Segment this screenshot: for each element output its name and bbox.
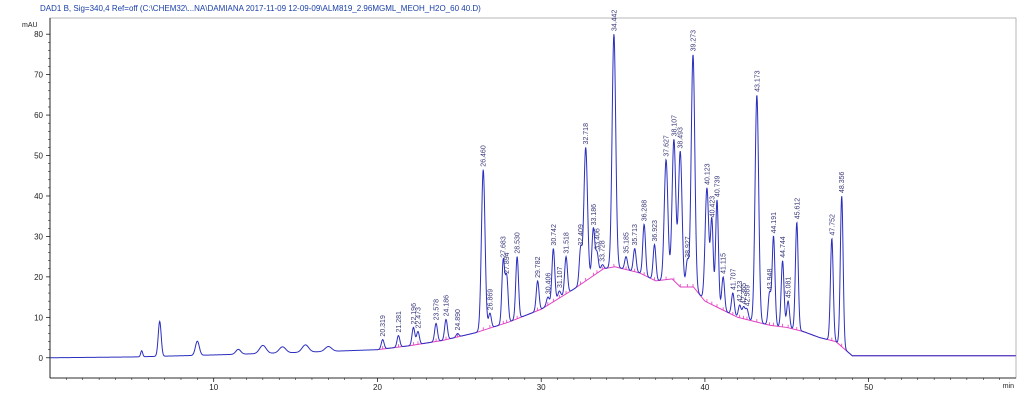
- peak-label: 33.728: [600, 240, 607, 262]
- y-tick-label: 10: [34, 313, 43, 322]
- peak-label: 37.627: [664, 135, 671, 157]
- peak-label: 45.081: [786, 277, 793, 299]
- peak-label: 40.423: [709, 196, 716, 218]
- peak-label: 39.273: [691, 30, 698, 52]
- y-tick-label: 80: [34, 30, 43, 39]
- baseline-layer: [377, 263, 1016, 357]
- peak-label: 40.739: [715, 175, 722, 197]
- peak-label: 42.365: [741, 283, 748, 305]
- y-tick-label: 70: [34, 71, 43, 80]
- y-axis-unit-label: mAU: [22, 22, 38, 29]
- trace-layer: [49, 34, 1016, 359]
- y-tick-label: 0: [39, 354, 44, 363]
- peak-label: 44.191: [771, 212, 778, 234]
- peak-label: 30.742: [551, 224, 558, 246]
- peak-label: 23.578: [434, 299, 441, 321]
- peak-label: 32.409: [578, 224, 585, 246]
- x-tick-label: 20: [373, 383, 382, 392]
- integration-baseline: [377, 266, 1016, 357]
- peak-label: 22.196: [411, 303, 418, 325]
- y-tick-label: 40: [34, 192, 43, 201]
- peak-label: 36.923: [652, 220, 659, 242]
- peak-label: 27.683: [501, 236, 508, 258]
- peak-label: 31.518: [564, 232, 571, 254]
- peak-label: 27.894: [504, 252, 511, 274]
- axes: 0 10 20 30 40 50 60 70 80 10 20 30 40 50 mAU min: [22, 17, 1017, 392]
- peak-label: 45.612: [794, 198, 801, 220]
- peak-label: 22.473: [415, 307, 422, 329]
- peak-label: 26.869: [487, 289, 494, 311]
- chart-title: DAD1 B, Sig=340,4 Ref=off (C:\CHEM32\...…: [40, 4, 481, 13]
- peak-label: 35.713: [632, 224, 639, 246]
- peak-label: 41.115: [721, 253, 728, 274]
- peak-label: 26.460: [481, 145, 488, 167]
- peak-label: 31.107: [557, 267, 564, 289]
- peak-label: 41.707: [730, 269, 737, 291]
- peak-label: 40.123: [704, 163, 711, 185]
- peak-label: 24.186: [443, 295, 450, 317]
- x-tick-label: 30: [537, 383, 546, 392]
- peak-label: 20.319: [380, 315, 387, 337]
- y-tick-label: 20: [34, 273, 43, 282]
- chromatogram-trace: [49, 34, 1016, 359]
- peak-label: 47.752: [829, 214, 836, 236]
- x-tick-label: 50: [864, 383, 873, 392]
- peak-label: 21.281: [396, 311, 403, 333]
- peak-label: 43.948: [767, 269, 774, 291]
- x-axis-unit-label: min: [1003, 383, 1014, 390]
- peak-label: 42.569: [744, 285, 751, 307]
- peak-label: 42.123: [737, 281, 744, 303]
- peak-label: 43.173: [754, 70, 761, 92]
- peak-label: 34.442: [611, 10, 618, 32]
- peak-label: 44.744: [780, 236, 787, 258]
- x-tick-label: 40: [700, 383, 709, 392]
- peak-label: 38.493: [678, 127, 685, 149]
- x-tick-label: 10: [209, 383, 218, 392]
- peak-label: 32.718: [583, 123, 590, 145]
- peak-label: 38.107: [671, 115, 678, 137]
- y-tick-label: 30: [34, 232, 43, 241]
- peak-label: 28.530: [515, 232, 522, 254]
- peak-label: 30.406: [545, 273, 552, 295]
- peak-label: 29.782: [535, 256, 542, 278]
- peak-label: 35.185: [624, 232, 631, 254]
- peak-label: 24.890: [455, 309, 462, 331]
- peak-label: 36.288: [642, 200, 649, 222]
- peak-label: 33.186: [591, 204, 598, 226]
- y-tick-label: 50: [34, 152, 43, 161]
- y-tick-label: 60: [34, 111, 43, 120]
- peak-label: 33.406: [594, 228, 601, 250]
- peak-label: 38.927: [685, 236, 692, 258]
- plot-frame: [49, 17, 1017, 379]
- peak-label: 48.356: [839, 171, 846, 193]
